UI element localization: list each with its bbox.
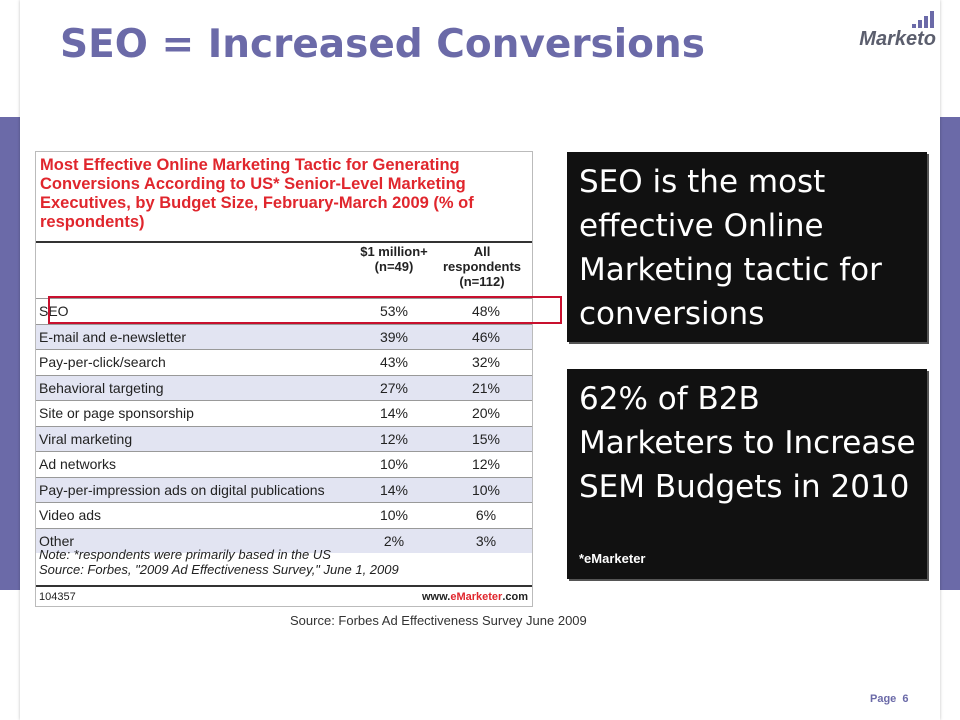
row-label: Pay-per-impression ads on digital public…: [39, 481, 325, 498]
row-value-all: 12%: [471, 456, 501, 472]
page-number: Page 6: [870, 693, 909, 705]
figure-footer: 104357 www.eMarketer.com: [36, 585, 532, 608]
row-value-1m: 12%: [379, 430, 409, 447]
table-row: Ad networks 10% 12%: [36, 451, 532, 477]
row-value-all: 6%: [475, 507, 497, 523]
table-row: Site or page sponsorship 14% 20%: [36, 400, 532, 426]
row-label: Pay-per-click/search: [39, 354, 166, 370]
row-label: Behavioral targeting: [39, 379, 164, 396]
emarketer-link: www.eMarketer.com: [422, 591, 528, 603]
chart-id: 104357: [39, 591, 76, 603]
row-value-all: 10%: [471, 481, 501, 498]
row-label: Ad networks: [39, 456, 117, 472]
row-value-all: 48%: [471, 303, 501, 319]
row-value-1m: 10%: [379, 507, 409, 523]
emarketer-table-figure: Most Effective Online Marketing Tactic f…: [35, 151, 533, 607]
table-row: Pay-per-click/search 43% 32%: [36, 349, 532, 375]
logo-wordmark: Marketo: [859, 28, 936, 50]
note-line: Note: *respondents were primarily based …: [39, 547, 331, 562]
row-value-1m: 10%: [379, 456, 409, 472]
marketo-logo: Marketo: [838, 8, 938, 52]
left-accent-band: [0, 117, 20, 590]
table-row: Pay-per-impression ads on digital public…: [36, 476, 532, 502]
right-accent-band: [940, 117, 960, 590]
table-row: Viral marketing 12% 15%: [36, 425, 532, 451]
callout-source: *eMarketer: [579, 551, 646, 566]
signal-bars-icon: [912, 10, 934, 28]
row-label: Video ads: [39, 507, 102, 523]
row-value-all: 15%: [471, 430, 501, 447]
row-value-1m: 27%: [379, 379, 409, 396]
figure-title: Most Effective Online Marketing Tactic f…: [40, 156, 474, 231]
seo-callout: SEO is the most effective Online Marketi…: [567, 152, 927, 342]
figure-divider: [36, 241, 532, 243]
seo-row-highlight: [48, 296, 562, 324]
table-row: SEO 53% 48%: [36, 298, 532, 324]
row-label: Site or page sponsorship: [39, 405, 194, 421]
callout-text: 62% of B2B Marketers to Increase SEM Bud…: [579, 381, 916, 505]
row-value-all: 3%: [475, 532, 497, 549]
row-value-1m: 2%: [383, 532, 405, 549]
figure-note: Note: *respondents were primarily based …: [39, 547, 527, 577]
callout-text: SEO is the most effective Online Marketi…: [579, 164, 882, 332]
row-value-1m: 14%: [379, 481, 409, 498]
table-row: E-mail and e-newsletter 39% 46%: [36, 323, 532, 349]
row-value-1m: 43%: [379, 354, 409, 370]
table-row: Other 2% 3%: [36, 527, 532, 553]
column-header-1m: $1 million+ (n=49): [360, 244, 428, 274]
source-caption: Source: Forbes Ad Effectiveness Survey J…: [290, 613, 587, 628]
row-value-1m: 53%: [379, 303, 409, 319]
row-value-all: 46%: [471, 328, 501, 345]
row-value-all: 32%: [471, 354, 501, 370]
row-label: Viral marketing: [39, 430, 133, 447]
row-value-all: 20%: [471, 405, 501, 421]
row-value-1m: 39%: [379, 328, 409, 345]
note-line: Source: Forbes, "2009 Ad Effectiveness S…: [39, 562, 399, 577]
table-row: Video ads 10% 6%: [36, 502, 532, 528]
row-label: Other: [39, 532, 75, 549]
column-header-all: All respondents (n=112): [442, 244, 521, 289]
row-value-all: 21%: [471, 379, 501, 396]
row-label: E-mail and e-newsletter: [39, 328, 187, 345]
table-row: Behavioral targeting 27% 21%: [36, 374, 532, 400]
slide-title: SEO = Increased Conversions: [60, 22, 705, 67]
row-label: SEO: [39, 303, 69, 319]
table-body: SEO 53% 48% E-mail and e-newsletter 39% 46% …: [36, 298, 532, 553]
sem-budget-callout: 62% of B2B Marketers to Increase SEM Bud…: [567, 369, 927, 579]
row-value-1m: 14%: [379, 405, 409, 421]
